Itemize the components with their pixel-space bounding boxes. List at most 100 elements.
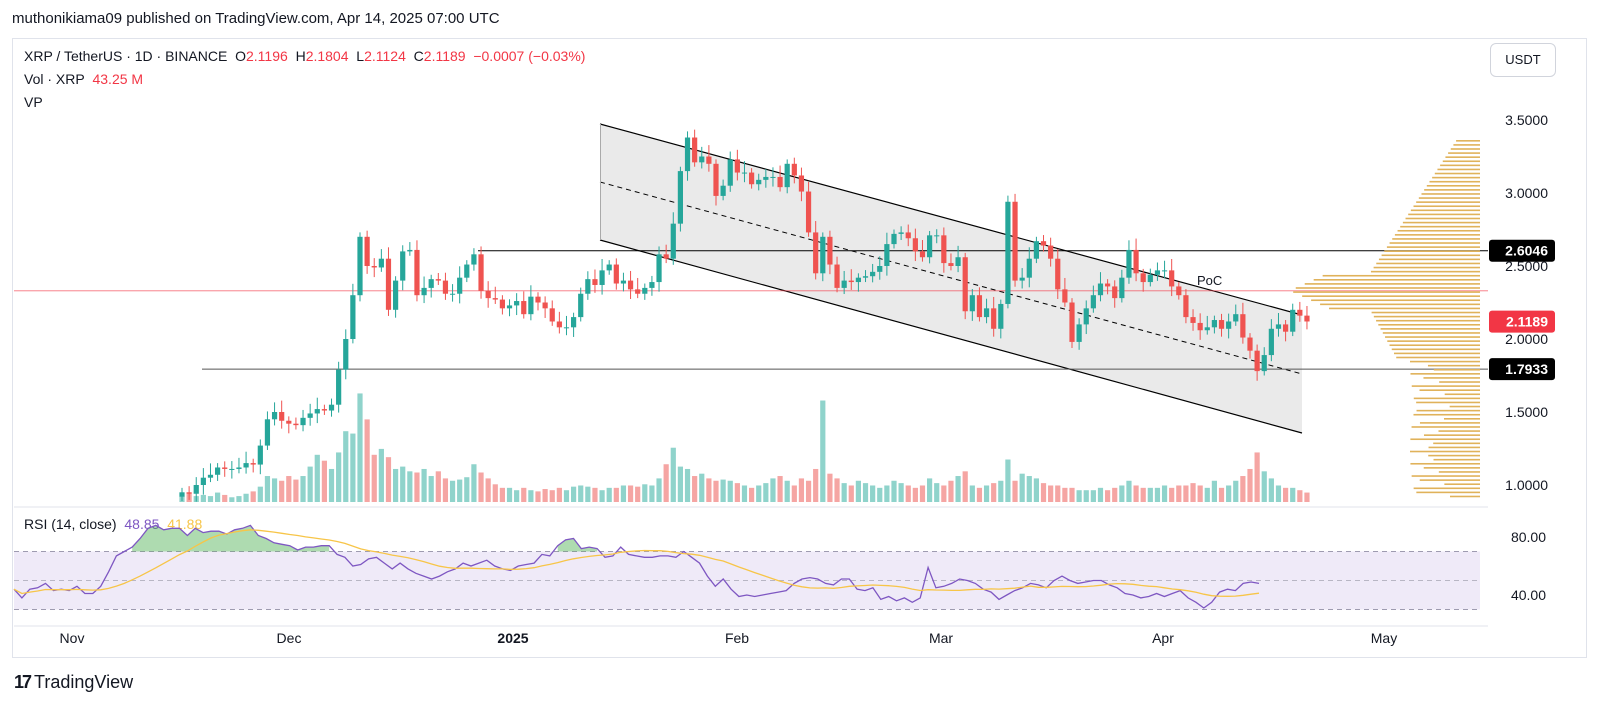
volume-bar xyxy=(1076,490,1082,502)
volume-bar xyxy=(734,483,740,502)
volume-profile-bar xyxy=(1392,238,1480,240)
candle-body xyxy=(635,289,641,294)
candle-body xyxy=(919,251,926,258)
volume-bar xyxy=(1290,487,1296,502)
volume-profile-bar xyxy=(1387,340,1480,342)
candle-body xyxy=(1112,286,1118,299)
close-label: C xyxy=(413,48,424,64)
volume-profile-bar xyxy=(1413,397,1480,400)
volume-bar xyxy=(1233,480,1239,502)
volume-bar xyxy=(442,478,449,502)
volume-profile-bar xyxy=(1413,205,1480,208)
volume-bar xyxy=(1140,487,1146,502)
candle-body xyxy=(457,277,463,294)
rsi-label[interactable]: RSI (14, close) xyxy=(24,516,117,532)
candle-body xyxy=(186,492,192,494)
volume-profile-bar xyxy=(1376,319,1480,322)
price-tag-label: 2.1189 xyxy=(1506,314,1548,330)
volume-profile-bar xyxy=(1391,348,1480,351)
candle-body xyxy=(969,295,975,312)
volume-profile-bar xyxy=(1371,311,1480,314)
volume-bar xyxy=(1097,487,1104,502)
volume-bar xyxy=(506,487,513,502)
volume-bar xyxy=(627,485,634,502)
candle-body xyxy=(862,276,869,278)
volume-profile-bar xyxy=(1378,258,1480,261)
volume-bar xyxy=(421,468,427,502)
candle-body xyxy=(741,172,748,174)
volume-bar xyxy=(1283,487,1289,502)
volume-bar xyxy=(521,487,527,502)
volume-bar xyxy=(271,478,278,502)
volume-profile-bar xyxy=(1411,475,1480,477)
candle-body xyxy=(699,156,705,163)
volume-bar xyxy=(927,478,933,502)
volume-bar xyxy=(677,466,683,502)
volume-bar xyxy=(286,476,292,502)
volume-profile-bar xyxy=(1397,229,1480,232)
candle-body xyxy=(1275,324,1282,329)
candle-body xyxy=(1033,241,1039,259)
candle-body xyxy=(300,417,306,426)
volume-profile-bar xyxy=(1456,140,1480,142)
currency-button[interactable]: USDT xyxy=(1490,43,1556,77)
candle-body xyxy=(1083,308,1089,325)
candle-body xyxy=(813,232,819,274)
candle-body xyxy=(1026,258,1032,278)
candle-body xyxy=(855,277,861,283)
volume-bar xyxy=(471,464,477,502)
volume-bar xyxy=(350,433,356,502)
volume-profile-bar xyxy=(1295,287,1480,289)
candle-body xyxy=(578,293,584,318)
volume-bar xyxy=(207,496,214,502)
volume-bar xyxy=(1204,487,1210,502)
high-value: 2.1804 xyxy=(305,48,349,64)
time-axis-tick: Nov xyxy=(60,630,85,646)
vp-legend[interactable]: VP xyxy=(24,94,43,110)
time-axis-tick: Mar xyxy=(929,630,953,646)
volume-bar xyxy=(891,480,897,502)
volume-bar xyxy=(1254,452,1260,502)
volume-bar xyxy=(1055,485,1061,502)
volume-bar xyxy=(1090,490,1096,502)
candle-body xyxy=(321,409,327,411)
volume-bar xyxy=(414,472,420,502)
candle-body xyxy=(1126,249,1132,278)
volume-bar xyxy=(549,490,555,502)
volume-bar xyxy=(870,485,876,502)
candle-body xyxy=(549,308,555,322)
symbol-name[interactable]: XRP / TetherUS · 1D · BINANCE xyxy=(24,48,228,64)
low-label: L xyxy=(356,48,365,64)
volume-bar xyxy=(713,480,719,502)
volume-label[interactable]: Vol · XRP xyxy=(24,71,85,87)
volume-bar xyxy=(855,480,861,502)
candle-body xyxy=(763,176,769,180)
volume-bar xyxy=(378,448,384,502)
price-tag-box xyxy=(1489,310,1555,333)
candle-body xyxy=(1161,270,1168,272)
volume-bar xyxy=(499,487,505,502)
tradingview-brand[interactable]: 17 TradingView xyxy=(14,672,133,693)
volume-bar xyxy=(969,485,975,502)
volume-profile-bar xyxy=(1384,250,1480,252)
candle-body xyxy=(563,327,570,329)
volume-bar xyxy=(1240,476,1246,502)
volume-profile-bar xyxy=(1419,422,1480,424)
candle-body xyxy=(1154,270,1161,275)
volume-bar xyxy=(222,494,228,502)
volume-profile-bar xyxy=(1378,323,1480,326)
volume-profile-bar xyxy=(1423,434,1480,436)
candle-body xyxy=(492,298,498,300)
poc-label: PoC xyxy=(1197,273,1222,288)
candle-body xyxy=(286,420,292,424)
volume-bar xyxy=(257,486,263,502)
candle-body xyxy=(1140,273,1146,283)
candle-body xyxy=(378,258,384,268)
candle-body xyxy=(1254,350,1260,372)
volume-profile-bar xyxy=(1423,377,1480,379)
volume-bar xyxy=(293,479,299,502)
vp-label[interactable]: VP xyxy=(24,94,43,110)
volume-profile-bar xyxy=(1386,246,1480,248)
volume-profile-bar xyxy=(1416,401,1480,404)
